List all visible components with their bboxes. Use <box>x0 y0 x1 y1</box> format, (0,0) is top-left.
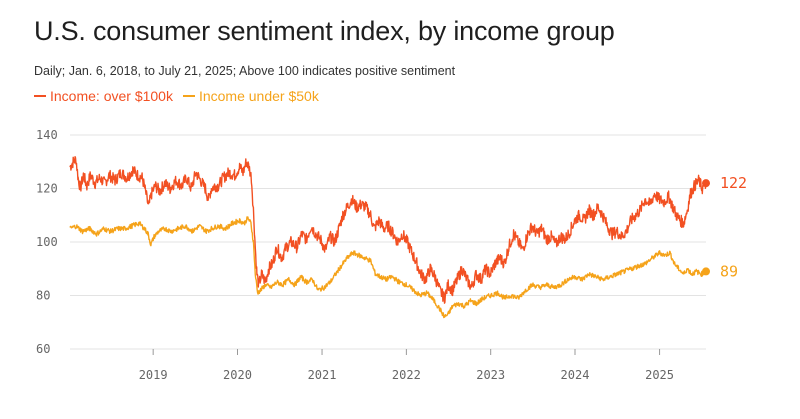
x-axis: 2019 2020 2021 2022 2023 2024 2025 <box>139 349 674 382</box>
legend-label-low-income: Income under $50k <box>198 88 319 104</box>
y-tick-label: 60 <box>36 342 50 356</box>
chart-subtitle: Daily; Jan. 6, 2018, to July 21, 2025; A… <box>34 64 456 78</box>
legend-item-low-income: Income under $50k <box>182 88 319 104</box>
series-end-dot-0 <box>702 179 710 188</box>
y-tick-label: 80 <box>36 289 50 303</box>
legend: Income: over $100k Income under $50k <box>34 88 319 104</box>
x-tick-label: 2025 <box>645 368 674 382</box>
series-end-dot-1 <box>702 267 710 276</box>
x-tick-label: 2022 <box>392 368 421 382</box>
legend-label-high-income: Income: over $100k <box>50 88 173 104</box>
series-line-1 <box>69 216 707 319</box>
y-tick-label: 140 <box>36 128 58 142</box>
end-markers: 122 89 <box>702 174 747 280</box>
series-end-label-1: 89 <box>720 262 738 280</box>
y-tick-label: 100 <box>36 235 58 249</box>
legend-item-high-income: Income: over $100k <box>34 88 173 104</box>
legend-swatch-low-income <box>182 95 195 97</box>
x-tick-label: 2024 <box>561 368 590 382</box>
y-axis: 60 80 100 120 140 <box>36 128 58 356</box>
y-tick-label: 120 <box>36 182 58 196</box>
grid <box>70 134 706 350</box>
x-tick-label: 2021 <box>308 368 337 382</box>
x-tick-label: 2019 <box>139 368 168 382</box>
chart-title: U.S. consumer sentiment index, by income… <box>34 16 615 46</box>
series-line-0 <box>69 156 707 304</box>
x-tick-label: 2020 <box>223 368 252 382</box>
series-end-label-0: 122 <box>720 174 747 192</box>
x-tick-label: 2023 <box>476 368 505 382</box>
series-lines <box>69 156 707 319</box>
legend-swatch-high-income <box>34 95 46 97</box>
